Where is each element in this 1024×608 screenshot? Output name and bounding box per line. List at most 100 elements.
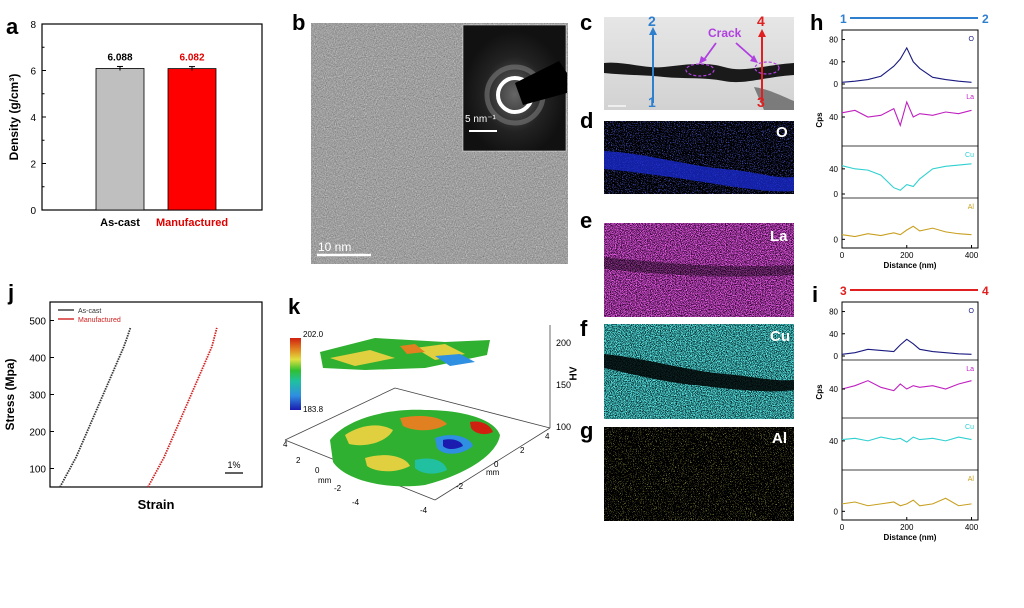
y-tick-label: 500 bbox=[29, 317, 46, 328]
strain-scale-label: 1% bbox=[227, 460, 240, 470]
k-x-tick-2: 2 bbox=[296, 456, 301, 465]
series-label: Al bbox=[968, 476, 975, 483]
y-tick-label: 40 bbox=[829, 58, 838, 67]
stress-strain-curve-as-cast bbox=[59, 327, 132, 488]
line-endpoint-1: 1 bbox=[648, 94, 656, 110]
legend-label: As-cast bbox=[78, 308, 101, 315]
y-tick-label: 0 bbox=[834, 235, 839, 244]
panel-label-a: a bbox=[6, 14, 19, 39]
k-y-tick-2: 2 bbox=[520, 446, 525, 455]
tem-image bbox=[311, 23, 568, 264]
y-tick-label: 0 bbox=[834, 507, 839, 516]
line-endpoint-4: 4 bbox=[757, 13, 765, 29]
eds-map-al bbox=[604, 427, 794, 521]
panel-label-i: i bbox=[812, 282, 819, 307]
stress-strain-curve-manufactured bbox=[147, 327, 218, 488]
panel-label-k: k bbox=[288, 294, 301, 319]
x-axis-label: Distance (nm) bbox=[884, 261, 937, 270]
y-tick-label: 0 bbox=[30, 206, 36, 217]
y-tick-label: 40 bbox=[829, 113, 838, 122]
y-axis-label: Density (g/cm³) bbox=[7, 74, 21, 161]
series-line-cu bbox=[841, 436, 972, 443]
series-line-al bbox=[841, 225, 972, 238]
bar-category-label: Manufactured bbox=[156, 217, 228, 229]
y-tick-label: 6 bbox=[30, 67, 36, 78]
series-label: O bbox=[969, 36, 975, 43]
k-x-axis-label: mm bbox=[318, 476, 332, 485]
density-bar-chart: 0 2 4 6 8 Density (g/cm³) 6.088 As-cast 6.082 Man… bbox=[7, 20, 263, 229]
x-tick-label: 0 bbox=[840, 523, 845, 532]
bar-category-label: As-cast bbox=[100, 217, 140, 229]
z-tick-100: 100 bbox=[556, 422, 572, 432]
saed-scalebar-label: 5 nm⁻¹ bbox=[465, 114, 496, 125]
panel-label-g: g bbox=[580, 418, 594, 443]
k-y-tick-4: 4 bbox=[545, 432, 550, 441]
scan-end-label: 2 bbox=[982, 12, 989, 26]
eds-label-o: O bbox=[776, 124, 788, 141]
bar-manufactured bbox=[167, 68, 217, 211]
eds-map-cu bbox=[604, 324, 794, 419]
eds-map-la bbox=[604, 223, 794, 317]
eds-label-la: La bbox=[770, 228, 788, 245]
y-tick-label: 0 bbox=[834, 190, 839, 199]
y-tick-label: 40 bbox=[829, 330, 838, 339]
colorbar bbox=[290, 338, 301, 410]
y-tick-label: 40 bbox=[829, 437, 838, 446]
series-line-o bbox=[841, 338, 972, 355]
bar-value-label: 6.088 bbox=[107, 52, 132, 63]
hardness-surface-top bbox=[320, 338, 490, 370]
x-axis-label: Strain bbox=[138, 497, 175, 512]
saed-inset bbox=[462, 24, 567, 152]
x-axis-label: Distance (nm) bbox=[884, 533, 937, 542]
k-y-tick-0: 0 bbox=[494, 460, 499, 469]
stress-strain-chart: 100 200 300 400 500 Stress (Mpa) Strain As-cast… bbox=[3, 301, 263, 512]
panel-label-c: c bbox=[580, 10, 593, 35]
line-endpoint-3: 3 bbox=[757, 94, 765, 110]
series-label: Cu bbox=[965, 424, 974, 431]
scan-end-label: 4 bbox=[982, 284, 989, 298]
tem-scalebar-label: 10 nm bbox=[318, 240, 352, 254]
z-tick-200: 200 bbox=[556, 338, 572, 348]
k-y-tick-m4: -4 bbox=[420, 506, 428, 515]
y-tick-label: 0 bbox=[834, 80, 839, 89]
scan-frame bbox=[841, 301, 979, 521]
y-axis-label: Stress (Mpa) bbox=[3, 358, 17, 430]
x-tick-label: 400 bbox=[965, 523, 979, 532]
hardness-surface-bottom bbox=[330, 409, 500, 487]
panel-label-e: e bbox=[580, 208, 593, 233]
y-tick-label: 8 bbox=[30, 20, 36, 31]
scan-frame bbox=[841, 29, 979, 249]
y-axis-label: Cps bbox=[815, 112, 824, 128]
stem-image bbox=[604, 17, 794, 110]
x-tick-label: 400 bbox=[965, 251, 979, 260]
plot-frame bbox=[41, 23, 263, 211]
y-tick-label: 100 bbox=[29, 465, 46, 476]
series-label: O bbox=[969, 308, 975, 315]
x-tick-label: 0 bbox=[840, 251, 845, 260]
colorbar-min-label: 183.8 bbox=[303, 405, 324, 414]
series-label: Cu bbox=[965, 152, 974, 159]
z-tick-150: 150 bbox=[556, 380, 572, 390]
series-line-cu bbox=[841, 163, 972, 191]
k-y-tick-m2: -2 bbox=[456, 482, 464, 491]
hardness-3d-map bbox=[284, 325, 551, 501]
eds-label-al: Al bbox=[772, 430, 787, 447]
panel-label-h: h bbox=[810, 10, 824, 35]
y-tick-label: 0 bbox=[834, 352, 839, 361]
colorbar-max-label: 202.0 bbox=[303, 330, 324, 339]
y-tick-label: 80 bbox=[829, 308, 838, 317]
y-tick-label: 80 bbox=[829, 36, 838, 45]
line-endpoint-2: 2 bbox=[648, 13, 656, 29]
series-line-al bbox=[841, 497, 972, 507]
panel-label-b: b bbox=[292, 10, 306, 35]
z-axis-label: HV bbox=[568, 366, 580, 381]
scan-start-label: 1 bbox=[840, 12, 847, 26]
k-y-axis-label: mm bbox=[486, 468, 500, 477]
series-label: La bbox=[966, 94, 974, 101]
k-x-tick-0: 0 bbox=[315, 466, 320, 475]
series-line-la bbox=[841, 380, 972, 392]
y-tick-label: 4 bbox=[30, 113, 36, 124]
y-tick-label: 2 bbox=[30, 160, 36, 171]
bar-value-label: 6.082 bbox=[179, 53, 204, 64]
